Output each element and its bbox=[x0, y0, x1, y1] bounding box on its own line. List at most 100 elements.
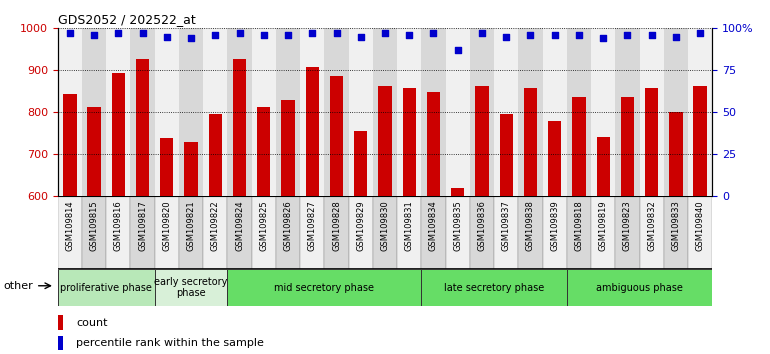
Text: GSM109830: GSM109830 bbox=[380, 200, 390, 251]
Bar bbox=[403, 88, 416, 354]
Text: other: other bbox=[3, 281, 32, 291]
Bar bbox=[378, 86, 392, 354]
Bar bbox=[227, 196, 252, 269]
Point bbox=[645, 32, 658, 38]
Bar bbox=[640, 196, 664, 269]
Point bbox=[282, 32, 294, 38]
Point bbox=[330, 30, 343, 36]
Bar bbox=[130, 28, 155, 196]
Bar bbox=[88, 107, 101, 354]
Bar bbox=[106, 28, 130, 196]
Bar bbox=[688, 28, 712, 196]
Point bbox=[524, 32, 537, 38]
Point bbox=[451, 47, 464, 53]
Bar bbox=[209, 114, 222, 354]
Text: GSM109824: GSM109824 bbox=[235, 200, 244, 251]
Text: ambiguous phase: ambiguous phase bbox=[596, 282, 683, 293]
Point bbox=[500, 34, 512, 40]
Bar bbox=[58, 315, 63, 330]
Text: GSM109827: GSM109827 bbox=[308, 200, 316, 251]
FancyBboxPatch shape bbox=[567, 269, 712, 306]
Text: GSM109817: GSM109817 bbox=[138, 200, 147, 251]
Text: GSM109822: GSM109822 bbox=[211, 200, 219, 251]
Bar bbox=[354, 131, 367, 354]
Text: GSM109823: GSM109823 bbox=[623, 200, 632, 251]
Point bbox=[209, 32, 222, 38]
Point bbox=[355, 34, 367, 40]
FancyBboxPatch shape bbox=[421, 269, 567, 306]
Text: late secretory phase: late secretory phase bbox=[444, 282, 544, 293]
Text: GSM109831: GSM109831 bbox=[405, 200, 413, 251]
Bar bbox=[572, 97, 586, 354]
Bar bbox=[543, 196, 567, 269]
Text: GSM109820: GSM109820 bbox=[162, 200, 172, 251]
Bar bbox=[397, 196, 421, 269]
Bar bbox=[306, 67, 319, 354]
Point bbox=[476, 30, 488, 36]
Point bbox=[306, 30, 319, 36]
Bar bbox=[63, 94, 76, 354]
Text: GSM109818: GSM109818 bbox=[574, 200, 584, 251]
Point bbox=[258, 32, 270, 38]
Text: GSM109815: GSM109815 bbox=[89, 200, 99, 251]
Bar bbox=[349, 28, 373, 196]
Text: GSM109836: GSM109836 bbox=[477, 200, 487, 251]
Bar bbox=[621, 97, 634, 354]
Point bbox=[185, 35, 197, 41]
Bar bbox=[664, 28, 688, 196]
Point bbox=[403, 32, 415, 38]
Text: GSM109840: GSM109840 bbox=[695, 200, 705, 251]
Bar bbox=[130, 196, 155, 269]
Text: GSM109826: GSM109826 bbox=[283, 200, 293, 251]
Text: GSM109832: GSM109832 bbox=[647, 200, 656, 251]
Bar bbox=[645, 88, 658, 354]
Bar bbox=[567, 28, 591, 196]
Text: mid secretory phase: mid secretory phase bbox=[274, 282, 374, 293]
Bar bbox=[257, 107, 270, 354]
Bar bbox=[252, 28, 276, 196]
Point bbox=[597, 35, 609, 41]
Bar bbox=[567, 196, 591, 269]
FancyBboxPatch shape bbox=[155, 269, 227, 306]
Text: GSM109819: GSM109819 bbox=[598, 200, 608, 251]
Text: GSM109839: GSM109839 bbox=[551, 200, 559, 251]
Bar bbox=[470, 28, 494, 196]
Bar bbox=[179, 196, 203, 269]
Bar bbox=[494, 196, 518, 269]
Point bbox=[161, 34, 173, 40]
Bar bbox=[324, 28, 349, 196]
Text: proliferative phase: proliferative phase bbox=[60, 282, 152, 293]
Bar bbox=[548, 121, 561, 354]
Bar bbox=[421, 28, 446, 196]
Bar bbox=[500, 114, 513, 354]
Bar bbox=[184, 142, 198, 354]
Bar bbox=[518, 196, 543, 269]
Bar bbox=[451, 188, 464, 354]
Point bbox=[694, 30, 706, 36]
Bar bbox=[494, 28, 518, 196]
Bar bbox=[446, 28, 470, 196]
Bar bbox=[227, 28, 252, 196]
Point bbox=[548, 32, 561, 38]
FancyBboxPatch shape bbox=[227, 269, 421, 306]
Bar bbox=[82, 196, 106, 269]
Text: GSM109835: GSM109835 bbox=[454, 200, 462, 251]
Bar bbox=[58, 196, 82, 269]
Point bbox=[136, 30, 149, 36]
Point bbox=[670, 34, 682, 40]
Text: percentile rank within the sample: percentile rank within the sample bbox=[76, 338, 264, 348]
Bar bbox=[155, 28, 179, 196]
Point bbox=[64, 30, 76, 36]
Point bbox=[379, 30, 391, 36]
Text: GSM109838: GSM109838 bbox=[526, 200, 535, 251]
Text: early secretory
phase: early secretory phase bbox=[155, 277, 228, 298]
Bar bbox=[106, 196, 130, 269]
Bar bbox=[694, 86, 707, 354]
Bar bbox=[397, 28, 421, 196]
Bar bbox=[615, 196, 640, 269]
Bar bbox=[82, 28, 106, 196]
Bar bbox=[597, 137, 610, 354]
Bar bbox=[330, 76, 343, 354]
Text: GSM109828: GSM109828 bbox=[332, 200, 341, 251]
Bar bbox=[58, 336, 63, 350]
